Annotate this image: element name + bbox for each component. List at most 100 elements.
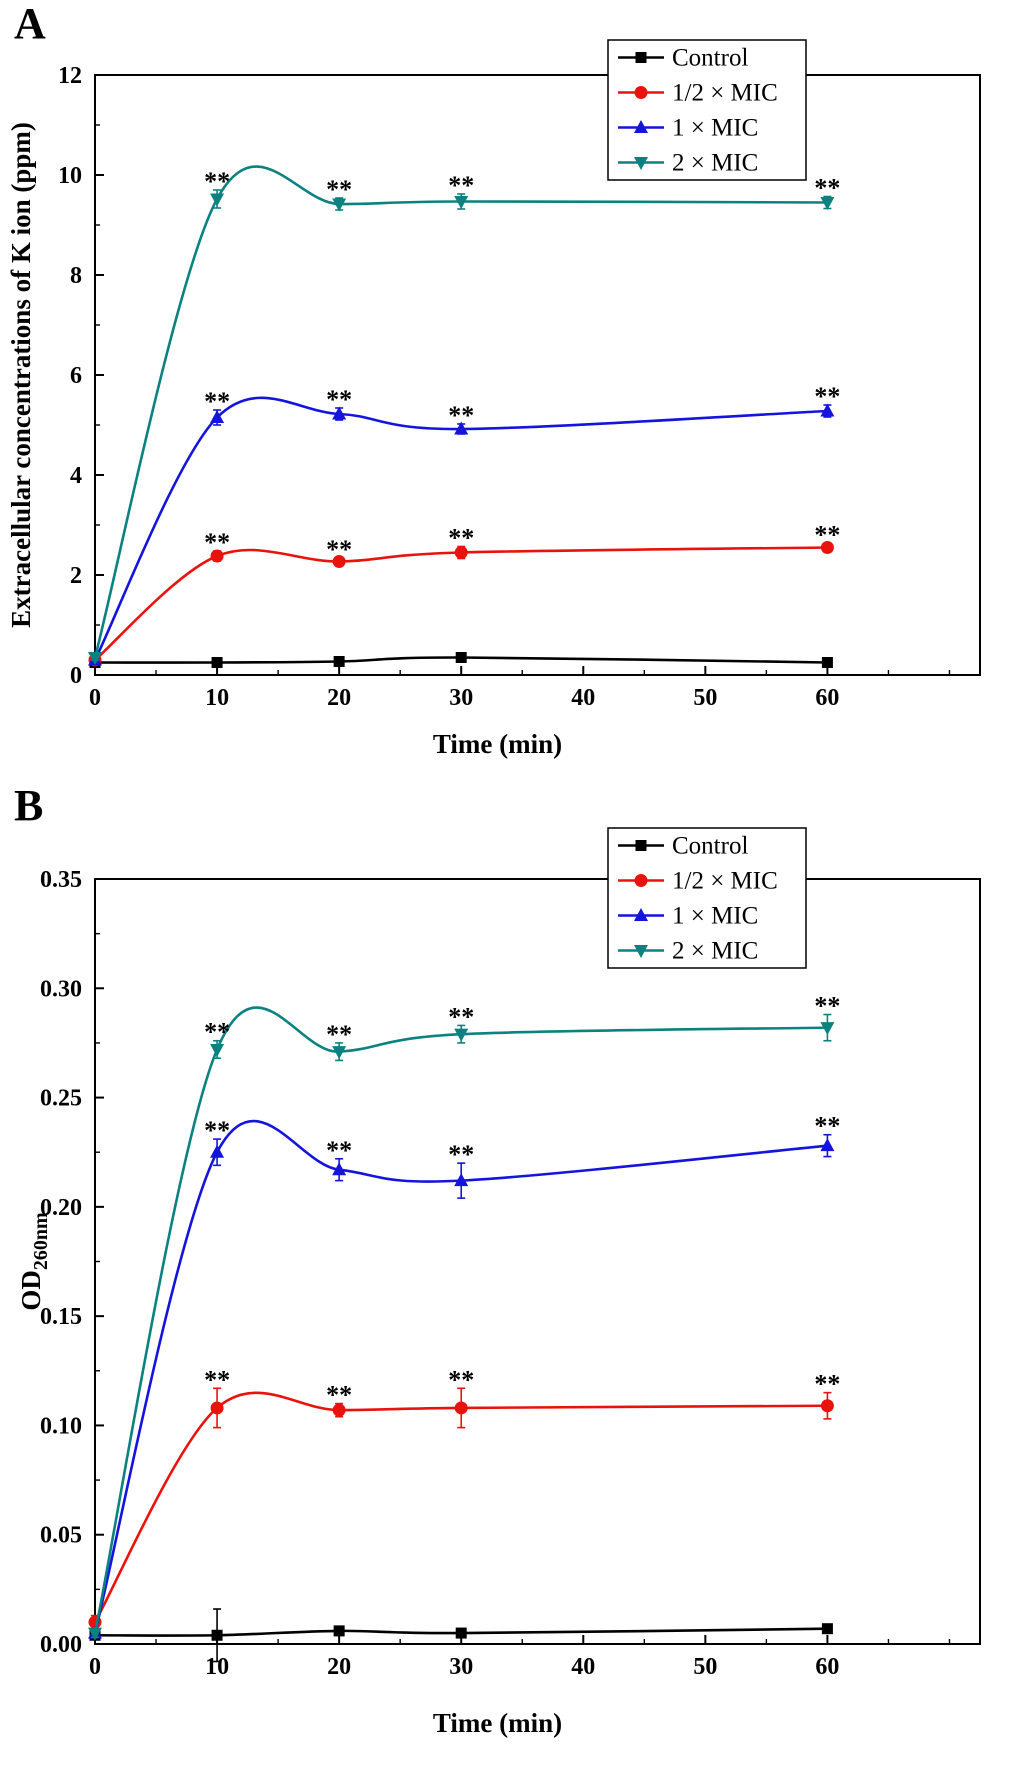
circle-marker-icon xyxy=(820,1399,834,1413)
circle-marker-icon xyxy=(210,549,224,563)
x-tick-label: 10 xyxy=(205,685,229,711)
y-tick-label: 0 xyxy=(70,663,82,689)
panel-b-chart: 0 10 20 30 40 50 600.000.050.100.150.200.250.3… xyxy=(16,827,981,1738)
triangle-up-marker-icon xyxy=(820,1138,835,1152)
significance-annotation: ** xyxy=(814,1370,840,1399)
panel-a-label: A xyxy=(14,0,46,48)
axes xyxy=(94,74,981,676)
significance-annotation: ** xyxy=(448,524,474,553)
legend-entry-1-mic: 1 × MIC xyxy=(618,903,758,930)
triangle-down-marker-icon xyxy=(332,198,347,212)
triangle-up-marker-icon xyxy=(634,908,648,921)
y-tick-label: 0.35 xyxy=(40,867,82,893)
significance-annotation: ** xyxy=(814,382,840,411)
significance-annotation: ** xyxy=(204,167,230,196)
series-2-mic: ** ** ** ** xyxy=(88,992,840,1641)
legend: Control 1/2 × MIC 1 × MIC 2 × MIC xyxy=(607,827,807,969)
significance-annotation: ** xyxy=(326,385,352,414)
chart-root: 0 10 20 30 40 50 600.000.050.100.150.200.250.3… xyxy=(16,827,981,1738)
significance-annotation: ** xyxy=(448,171,474,200)
panel-a: A 0 10 20 30 40 50 60 0 2 4 6 8 10 12 Time (min) Extrac… xyxy=(0,0,1024,782)
x-tick-label: 0 xyxy=(89,685,101,711)
panel-b-label: B xyxy=(14,781,44,830)
significance-annotation: ** xyxy=(448,401,474,430)
axes xyxy=(94,878,981,1645)
circle-marker-icon xyxy=(332,555,346,568)
y-tick-label: 0.05 xyxy=(40,1523,82,1549)
x-tick-label: 60 xyxy=(815,685,839,711)
plot-frame xyxy=(94,878,981,1645)
circle-marker-icon xyxy=(454,1401,468,1415)
triangle-up-marker-icon xyxy=(454,421,469,435)
circle-marker-icon xyxy=(820,541,834,554)
tick-labels: 0 10 20 30 40 50 600.000.050.100.150.200.250.3… xyxy=(40,867,839,1680)
significance-annotation: ** xyxy=(448,1002,474,1031)
triangle-up-marker-icon xyxy=(332,1162,347,1176)
triangle-up-marker-icon xyxy=(210,410,225,423)
square-marker-icon xyxy=(455,1627,467,1639)
significance-annotation: ** xyxy=(326,535,352,564)
y-tick-label: 8 xyxy=(70,263,82,289)
triangle-up-marker-icon xyxy=(634,120,648,133)
legend-entry-1-mic: 1 × MIC xyxy=(618,115,758,142)
legend-entry-2-mic: 2 × MIC xyxy=(618,938,758,965)
triangle-up-marker-icon xyxy=(820,403,835,417)
x-tick-label: 50 xyxy=(693,1654,717,1680)
y-axis-title: Extracellular concentrations of K ion (p… xyxy=(6,122,36,628)
y-axis-title: OD260nm xyxy=(16,1212,52,1311)
square-marker-icon xyxy=(635,840,647,851)
legend-label: 2 × MIC xyxy=(672,150,758,177)
y-tick-label: 12 xyxy=(58,63,82,89)
y-tick-label: 6 xyxy=(70,363,82,389)
legend-entry-1-2-mic: 1/2 × MIC xyxy=(618,80,778,107)
series: ** ** ** ** ** ** ** ** ** ** ** ** xyxy=(88,992,840,1663)
significance-annotation: ** xyxy=(204,1018,230,1047)
significance-annotation: ** xyxy=(326,175,352,204)
circle-marker-icon xyxy=(634,874,648,887)
significance-annotation: ** xyxy=(814,992,840,1021)
triangle-down-marker-icon xyxy=(332,1046,347,1060)
y-tick-label: 4 xyxy=(70,463,82,489)
x-tick-label: 30 xyxy=(449,1654,473,1680)
significance-annotation: ** xyxy=(326,1381,352,1410)
triangle-down-marker-icon xyxy=(210,1043,225,1057)
significance-annotation: ** xyxy=(204,1116,230,1145)
significance-annotation: ** xyxy=(448,1140,474,1169)
significance-annotation: ** xyxy=(814,521,840,550)
chart-root: 0 10 20 30 40 50 60 0 2 4 6 8 10 12 Time (min) Extracel… xyxy=(6,39,981,759)
legend-box xyxy=(607,827,807,969)
significance-annotation: ** xyxy=(448,1365,474,1394)
plot-frame xyxy=(94,74,981,676)
x-tick-label: 40 xyxy=(571,685,595,711)
triangle-up-marker-icon xyxy=(210,1144,225,1158)
triangle-down-marker-icon xyxy=(454,196,469,209)
square-marker-icon xyxy=(455,652,467,663)
panel-a-chart: 0 10 20 30 40 50 60 0 2 4 6 8 10 12 Time (min) Extracel… xyxy=(6,39,981,759)
x-tick-label: 20 xyxy=(327,1654,351,1680)
panel-b: B 0 10 20 30 40 50 60 0.00 0.05 0.10 0.15 0.20 0.25 0… xyxy=(0,782,1024,1789)
square-marker-icon xyxy=(211,1629,223,1641)
significance-annotation: ** xyxy=(326,1136,352,1165)
legend-entry-1-2-mic: 1/2 × MIC xyxy=(618,868,778,895)
triangle-up-marker-icon xyxy=(332,406,347,420)
y-tick-label: 0.00 xyxy=(40,1632,82,1658)
legend-label: Control xyxy=(672,833,748,860)
triangle-up-marker-icon xyxy=(454,1173,469,1187)
series-curve xyxy=(93,1006,828,1634)
significance-annotation: ** xyxy=(204,528,230,557)
series-1-2-mic: ** ** ** ** xyxy=(88,521,840,667)
legend: Control 1/2 × MIC 1 × MIC 2 × MIC xyxy=(607,39,807,181)
x-tick-label: 30 xyxy=(449,685,473,711)
legend-label: 1 × MIC xyxy=(672,903,758,930)
y-tick-label: 0.30 xyxy=(40,976,82,1002)
significance-annotation: ** xyxy=(204,387,230,416)
square-marker-icon xyxy=(211,657,223,668)
x-tick-label: 60 xyxy=(815,1654,839,1680)
tick-labels: 0 10 20 30 40 50 60 0 2 4 6 8 10 12 xyxy=(58,63,839,711)
series-curve xyxy=(94,546,828,661)
y-tick-label: 0.25 xyxy=(40,1086,82,1112)
x-tick-label: 50 xyxy=(693,685,717,711)
series-curve xyxy=(94,1627,828,1637)
series-1-mic: ** ** ** ** xyxy=(88,1112,840,1639)
